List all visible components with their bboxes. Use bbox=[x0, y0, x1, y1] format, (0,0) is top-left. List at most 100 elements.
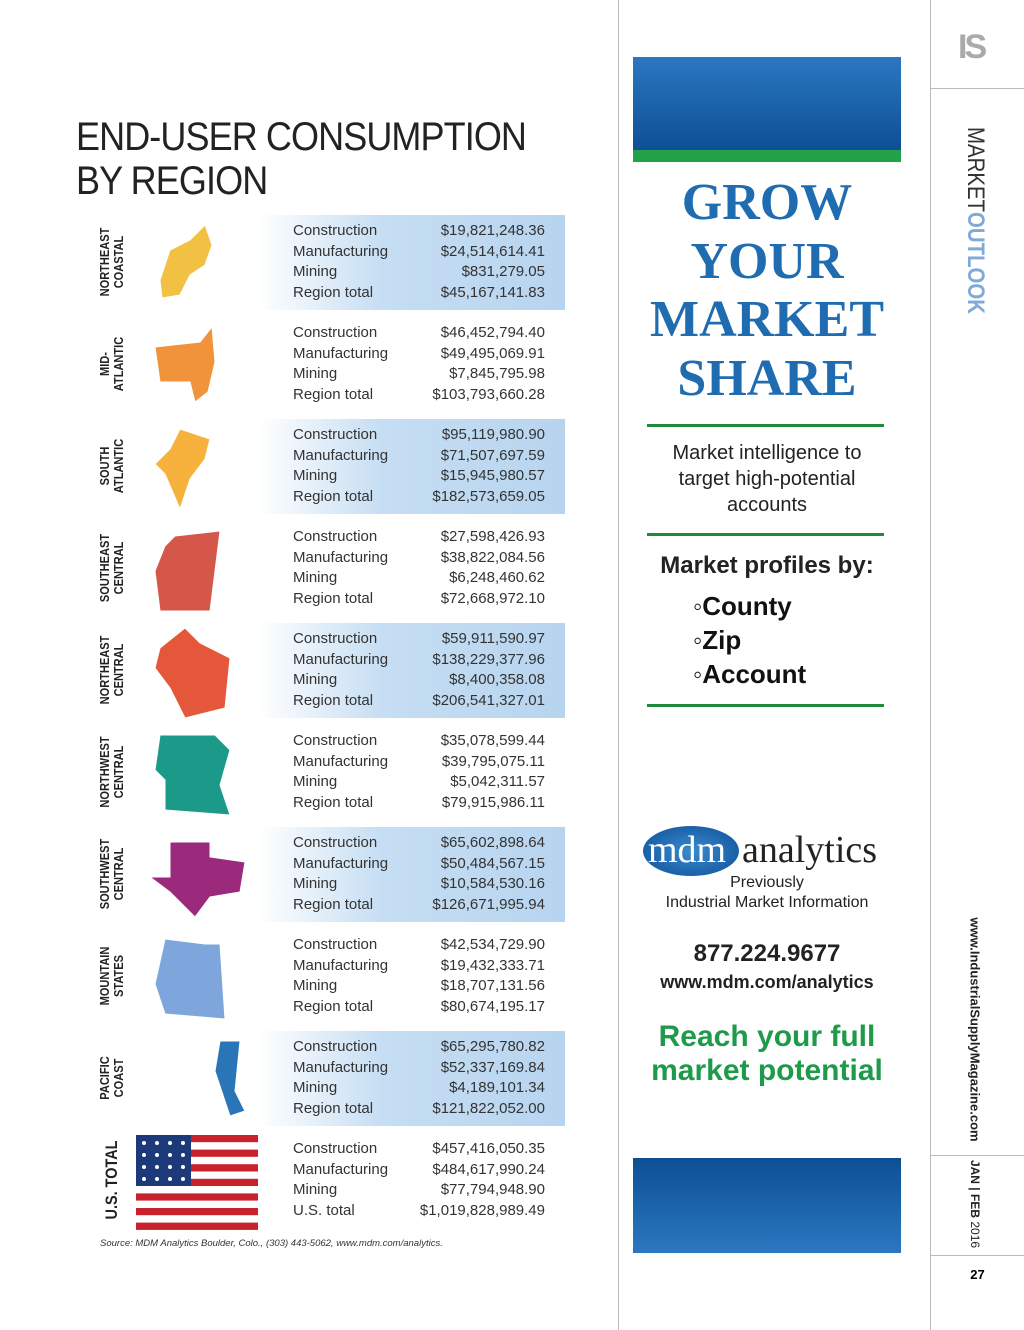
row-value: $46,452,794.40 bbox=[440, 324, 545, 341]
region-map bbox=[154, 428, 211, 511]
bullet: ◦Account bbox=[693, 659, 807, 689]
row-value: $65,602,898.64 bbox=[440, 834, 545, 851]
logo-mdm: mdm bbox=[648, 829, 727, 871]
row-value: $484,617,990.24 bbox=[432, 1160, 545, 1178]
title-line: END-USER CONSUMPTION bbox=[76, 115, 527, 159]
label-line: CENTRAL bbox=[111, 643, 126, 697]
page-number: 27 bbox=[970, 1267, 985, 1282]
row-value: $4,189,101.34 bbox=[449, 1079, 545, 1096]
highlight-panel bbox=[258, 215, 565, 310]
ad-headline: GROW bbox=[681, 174, 853, 231]
row-value: $18,707,131.56 bbox=[440, 977, 545, 994]
region-map bbox=[214, 1040, 246, 1117]
row-value: $50,484,567.15 bbox=[440, 854, 545, 872]
line: Market intelligence to bbox=[672, 442, 862, 464]
row-label: Region total bbox=[293, 385, 374, 403]
flag bbox=[136, 1135, 258, 1230]
region-label: SOUTHEAST CENTRAL bbox=[97, 526, 126, 611]
highlight-panel bbox=[258, 623, 565, 718]
label-line: CENTRAL bbox=[111, 541, 126, 595]
label-line: CENTRAL bbox=[111, 847, 126, 901]
ad-tagline: Market intelligence to target high-potent… bbox=[633, 440, 901, 518]
row-label: Region total bbox=[293, 895, 374, 913]
row-value: $10,584,530.16 bbox=[440, 875, 545, 892]
month: JAN bbox=[968, 1159, 982, 1184]
row-label: Mining bbox=[293, 671, 338, 688]
label-line: NORTHEAST bbox=[97, 635, 112, 705]
row-label: Mining bbox=[293, 263, 338, 280]
previously: Industrial Market Information bbox=[665, 894, 869, 911]
region-label: NORTHWEST CENTRAL bbox=[97, 730, 126, 815]
divider bbox=[618, 0, 619, 1330]
section-word: MARKET bbox=[962, 127, 989, 213]
row-label: Mining bbox=[293, 1079, 338, 1096]
row-label: Manufacturing bbox=[293, 242, 389, 260]
label-line: NORTHWEST bbox=[97, 736, 112, 808]
row-label: Construction bbox=[293, 630, 378, 647]
row-value: $79,915,986.11 bbox=[441, 793, 545, 811]
rule bbox=[647, 533, 884, 536]
row-value: $103,793,660.28 bbox=[432, 385, 545, 403]
row-label: Manufacturing bbox=[293, 548, 389, 566]
label-line: ATLANTIC bbox=[111, 438, 126, 494]
row-label: U.S. total bbox=[293, 1201, 355, 1219]
row-value: $39,795,075.11 bbox=[441, 752, 545, 770]
highlight-panel bbox=[258, 1031, 565, 1126]
ad-headline: SHARE bbox=[677, 350, 857, 407]
row-value: $45,167,141.83 bbox=[440, 283, 545, 301]
line: target high-potential bbox=[678, 468, 856, 490]
row-label: Construction bbox=[293, 1140, 378, 1157]
label-line: PACIFIC bbox=[97, 1056, 112, 1100]
row-value: $7,845,795.98 bbox=[449, 365, 545, 382]
website: www.IndustrialSupplyMagazine.com bbox=[967, 917, 983, 1142]
label-line: ATLANTIC bbox=[111, 336, 126, 392]
line: accounts bbox=[726, 494, 808, 516]
row-value: $65,295,780.82 bbox=[440, 1038, 545, 1055]
row-value: $72,668,972.10 bbox=[440, 589, 545, 607]
row-value: $1,019,828,989.49 bbox=[419, 1201, 545, 1219]
row-value: $206,541,327.01 bbox=[432, 691, 545, 709]
row-value: $15,945,980.57 bbox=[440, 467, 545, 484]
row-label: Region total bbox=[293, 1099, 374, 1117]
rule bbox=[931, 1155, 1024, 1156]
profiles-list: ◦County ◦Zip ◦Account bbox=[693, 589, 806, 691]
row-label: Mining bbox=[293, 875, 338, 892]
region-map bbox=[154, 938, 226, 1020]
bullet: ◦County bbox=[693, 591, 792, 621]
rule bbox=[647, 704, 884, 707]
profiles-title: Market profiles by: bbox=[660, 552, 874, 579]
row-value: $42,534,729.90 bbox=[440, 936, 545, 953]
row-label: Construction bbox=[293, 528, 378, 545]
label-line: COASTAL bbox=[111, 235, 126, 289]
label-line: U.S. TOTAL bbox=[102, 1140, 121, 1220]
row-label: Construction bbox=[293, 732, 378, 749]
divider bbox=[930, 0, 931, 1330]
row-value: $182,573,659.05 bbox=[432, 487, 545, 505]
bullet: ◦Zip bbox=[693, 625, 742, 655]
region-map bbox=[154, 325, 216, 403]
row-label: Region total bbox=[293, 589, 374, 607]
row-value: $95,119,980.90 bbox=[441, 426, 545, 443]
line: Reach your full bbox=[658, 1020, 876, 1053]
year: 2016 bbox=[968, 1221, 982, 1249]
label-line: NORTHEAST bbox=[97, 227, 112, 297]
row-label: Construction bbox=[293, 222, 378, 239]
logo-analytics: analytics bbox=[742, 829, 878, 871]
row-value: $38,822,084.56 bbox=[440, 548, 545, 566]
sep: | bbox=[968, 1187, 982, 1191]
row-value: $6,248,460.62 bbox=[449, 569, 545, 586]
row-value: $8,400,358.08 bbox=[449, 671, 545, 688]
region-label: MOUNTAIN STATES bbox=[97, 934, 126, 1019]
region-map bbox=[154, 530, 221, 612]
region-label: SOUTH ATLANTIC bbox=[97, 424, 126, 509]
logo-oval bbox=[643, 826, 739, 876]
row-value: $831,279.05 bbox=[461, 263, 545, 280]
line: market potential bbox=[651, 1054, 883, 1087]
highlight-panel bbox=[258, 827, 565, 922]
region-label: U.S. TOTAL bbox=[102, 1138, 121, 1223]
label-line: CENTRAL bbox=[111, 745, 126, 799]
section-word: OUTLOOK bbox=[962, 212, 989, 315]
row-label: Manufacturing bbox=[293, 752, 389, 770]
issue: JAN | FEB 2016 bbox=[968, 1154, 982, 1254]
label-line: MID- bbox=[97, 352, 112, 376]
